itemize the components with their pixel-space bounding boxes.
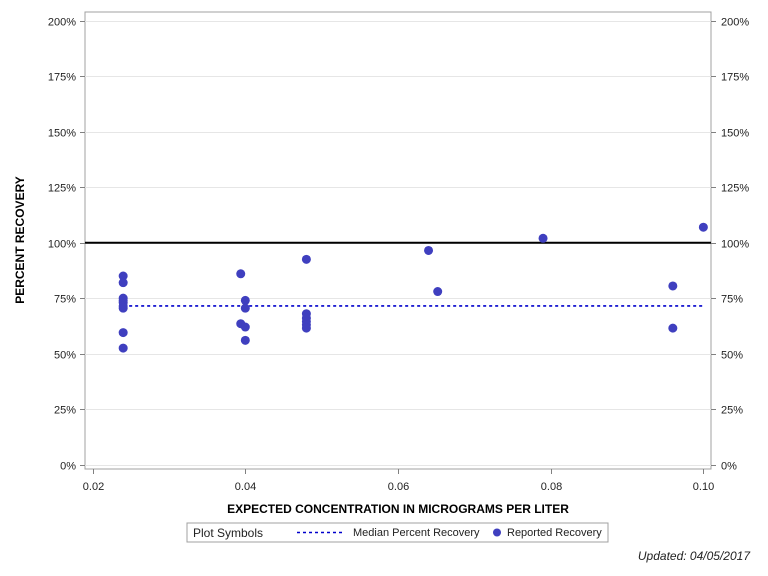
data-point xyxy=(118,328,128,338)
data-point xyxy=(118,303,128,313)
data-point xyxy=(301,254,311,264)
y-tick-label: 50% xyxy=(54,350,76,362)
data-point xyxy=(668,281,678,291)
x-tick-label: 0.06 xyxy=(388,481,409,493)
y-tick-label-right: 200% xyxy=(721,17,749,29)
y-tick-label-right: 25% xyxy=(721,405,743,417)
y-tick-label-right: 0% xyxy=(721,461,737,473)
y-tick-label-right: 50% xyxy=(721,350,743,362)
y-tick-label-right: 150% xyxy=(721,128,749,140)
data-point xyxy=(240,322,250,332)
data-point xyxy=(301,323,311,333)
data-point xyxy=(118,271,128,281)
updated-note: Updated: 04/05/2017 xyxy=(637,549,750,563)
legend: Plot Symbols Median Percent Recovery Rep… xyxy=(186,522,609,543)
data-point xyxy=(240,295,250,305)
plot-area xyxy=(84,11,712,470)
legend-box xyxy=(186,522,609,543)
data-point xyxy=(118,343,128,353)
data-point xyxy=(668,323,678,333)
y-tick-label: 0% xyxy=(60,461,76,473)
y-axis-right: 0% 25% 50% 75% 100% 125% 150% 175% 200% xyxy=(711,17,749,473)
legend-recovery-swatch xyxy=(493,528,501,537)
data-point xyxy=(538,233,548,243)
x-axis: 0.02 0.04 0.06 0.08 0.10 xyxy=(83,469,714,493)
data-point xyxy=(240,335,250,345)
x-axis-title: EXPECTED CONCENTRATION IN MICROGRAMS PER… xyxy=(227,502,569,516)
data-point xyxy=(698,222,708,232)
y-tick-label: 100% xyxy=(48,239,76,251)
legend-item-median: Median Percent Recovery xyxy=(353,527,480,539)
data-point xyxy=(433,287,443,297)
data-point xyxy=(424,245,434,255)
y-tick-label: 200% xyxy=(48,17,76,29)
y-tick-label: 75% xyxy=(54,294,76,306)
y-tick-label: 175% xyxy=(48,72,76,84)
y-tick-label: 125% xyxy=(48,183,76,195)
reference-lines xyxy=(85,241,711,307)
x-tick-label: 0.04 xyxy=(235,481,256,493)
y-tick-label: 25% xyxy=(54,405,76,417)
x-tick-label: 0.08 xyxy=(541,481,562,493)
data-points xyxy=(118,222,708,353)
y-tick-label-right: 100% xyxy=(721,239,749,251)
legend-title: Plot Symbols xyxy=(193,526,263,540)
data-point xyxy=(236,269,246,279)
data-point xyxy=(240,303,250,313)
y-tick-label-right: 125% xyxy=(721,183,749,195)
x-tick-label: 0.02 xyxy=(83,481,104,493)
y-tick-label-right: 175% xyxy=(721,72,749,84)
y-tick-label: 150% xyxy=(48,128,76,140)
legend-item-reported: Reported Recovery xyxy=(507,527,602,539)
y-axis-left: 0% 25% 50% 75% 100% 125% 150% 175% 200% xyxy=(48,17,85,473)
data-point xyxy=(118,278,128,288)
y-tick-label-right: 75% xyxy=(721,294,743,306)
y-axis-title: PERCENT RECOVERY xyxy=(13,176,27,304)
x-tick-label: 0.10 xyxy=(693,481,714,493)
